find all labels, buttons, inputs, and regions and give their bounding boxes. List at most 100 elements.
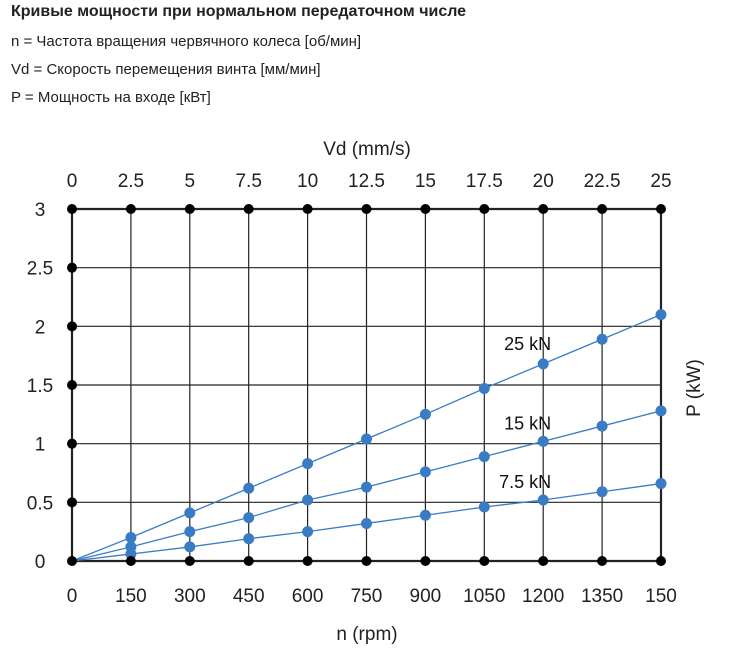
axis-dot — [67, 438, 77, 449]
y-tick-label: 1 — [35, 435, 46, 456]
data-point — [655, 478, 667, 490]
data-point — [478, 501, 490, 513]
axis-dot — [420, 204, 431, 214]
axis-dot — [184, 556, 195, 566]
axis-dot — [656, 556, 666, 566]
axis-dot — [302, 556, 313, 566]
legend-line-p: P = Мощность на входе [кВт] — [11, 89, 211, 106]
axis-dot — [184, 204, 195, 214]
x-tick-label: 150 — [115, 586, 147, 607]
data-point — [243, 512, 255, 524]
axis-dot — [597, 204, 608, 214]
axis-dot — [67, 204, 77, 214]
axis-dot — [125, 556, 136, 566]
x2-tick-label: 5 — [185, 171, 196, 192]
axis-dot — [67, 380, 77, 390]
x2-tick-label: 10 — [297, 171, 318, 192]
header: Кривые мощности при нормальном передаточ… — [11, 2, 466, 112]
axis-dot — [538, 204, 549, 214]
axis-dot — [361, 556, 372, 566]
data-point — [125, 548, 137, 560]
x2-tick-label: 20 — [533, 171, 554, 192]
data-point — [243, 533, 255, 545]
data-point — [596, 486, 608, 498]
y-tick-label: 1.5 — [27, 376, 53, 397]
axis-dots — [67, 204, 666, 566]
data-point — [302, 526, 314, 538]
data-point — [419, 509, 431, 521]
x-tick-label: 0 — [67, 586, 78, 607]
x-tick-label: 1050 — [463, 586, 505, 607]
data-point — [478, 451, 490, 463]
data-point — [537, 494, 549, 506]
axis-dot — [656, 204, 666, 214]
chart-title: Кривые мощности при нормальном передаточ… — [11, 3, 467, 20]
y-tick-label: 0 — [35, 552, 46, 573]
data-point — [596, 333, 608, 345]
data-point — [419, 408, 431, 420]
axis-dot — [597, 556, 608, 566]
data-point — [361, 433, 372, 445]
data-point — [655, 405, 667, 417]
y-tick-label: 2 — [35, 317, 46, 338]
axis-dot — [67, 556, 77, 566]
y-axis-title: P (kW) — [684, 359, 705, 417]
tick-labels: 001502.530054507.56001075012.59001510501… — [27, 171, 677, 607]
x-axis-title: n (rpm) — [336, 624, 397, 645]
axis-dot — [67, 497, 77, 508]
data-point — [655, 309, 667, 321]
axis-dot — [420, 556, 431, 566]
data-point — [596, 420, 608, 432]
x-tick-label: 750 — [351, 586, 383, 607]
axis-dot — [243, 556, 254, 566]
x-tick-label: 1350 — [581, 586, 623, 607]
data-point — [302, 494, 314, 506]
x-tick-label: 900 — [410, 586, 442, 607]
x-tick-label: 150 — [645, 586, 677, 607]
data-point — [243, 482, 255, 494]
data-point — [419, 466, 431, 478]
series-label: 25 kN — [504, 334, 551, 354]
y-tick-label: 3 — [35, 200, 46, 221]
data-point — [361, 481, 372, 493]
data-point — [184, 526, 196, 538]
data-point — [537, 435, 549, 447]
x2-tick-label: 7.5 — [235, 171, 261, 192]
data-point — [478, 383, 490, 395]
series-layer: 25 kN 15 kN 7.5 kN — [71, 309, 667, 562]
x-tick-label: 300 — [174, 586, 206, 607]
data-point — [125, 532, 137, 544]
axis-dot — [479, 204, 490, 214]
x2-tick-label: 2.5 — [118, 171, 144, 192]
x2-tick-label: 12.5 — [348, 171, 385, 192]
legend-line-vd: Vd = Скорость перемещения винта [мм/мин] — [11, 61, 321, 78]
axis-dot — [479, 556, 490, 566]
y-tick-label: 0.5 — [27, 493, 53, 514]
x2-tick-label: 22.5 — [584, 171, 621, 192]
x-tick-label: 450 — [233, 586, 265, 607]
axis-dot — [125, 204, 136, 214]
axis-dot — [243, 204, 254, 214]
x2-tick-label: 17.5 — [466, 171, 503, 192]
data-point — [184, 541, 196, 553]
x2-tick-label: 0 — [67, 171, 78, 192]
series-label: 15 kN — [504, 413, 551, 433]
data-point — [537, 358, 549, 370]
data-point — [361, 517, 372, 529]
legend-line-n: n = Частота вращения червячного колеса [… — [11, 33, 362, 50]
x2-axis-title: Vd (mm/s) — [323, 139, 411, 160]
axis-dot — [67, 321, 77, 332]
y-tick-label: 2.5 — [27, 259, 53, 280]
data-point — [302, 458, 314, 470]
x-tick-label: 1200 — [522, 586, 564, 607]
series-label: 7.5 kN — [499, 472, 551, 492]
data-point — [184, 507, 196, 519]
axis-dot — [67, 262, 77, 273]
axis-dot — [538, 556, 549, 566]
x2-tick-label: 15 — [415, 171, 436, 192]
axis-dot — [302, 204, 313, 214]
x2-tick-label: 25 — [650, 171, 671, 192]
grid — [70, 207, 663, 563]
x-tick-label: 600 — [292, 586, 324, 607]
